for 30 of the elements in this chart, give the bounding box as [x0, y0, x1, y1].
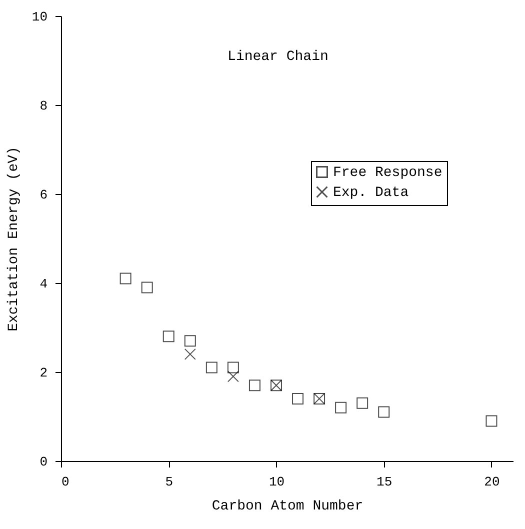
x-tick-label: 0 [62, 474, 70, 490]
x-tick-label: 10 [268, 474, 285, 490]
point [162, 330, 174, 342]
x-tick-label: 5 [165, 474, 174, 490]
point [120, 272, 132, 284]
point [486, 415, 498, 427]
annotation: Linear Chain [228, 49, 328, 65]
point [356, 397, 368, 409]
y-tick-label: 2 [40, 366, 48, 380]
point [292, 392, 304, 404]
point [227, 362, 239, 374]
y-tick-label: 0 [40, 454, 48, 470]
point [378, 406, 390, 418]
point [184, 335, 196, 347]
point [141, 282, 153, 294]
x-tick-label: 15 [376, 474, 392, 490]
y-tick-label: 4 [40, 276, 48, 292]
point [227, 370, 239, 382]
y-tick-label: 6 [40, 188, 48, 202]
x-axis-title: Carbon Atom Number [212, 498, 364, 514]
y-tick-label: 8 [40, 98, 48, 114]
point [335, 402, 347, 414]
y-axis-title: Excitation Energy (eV) [6, 146, 22, 332]
point [248, 380, 260, 392]
point [184, 348, 196, 360]
x-tick-label: 20 [484, 474, 500, 490]
y-tick-label: 10 [32, 10, 48, 24]
legend-label: Exp. Data [333, 185, 409, 201]
legend-label: Free Response [333, 165, 442, 181]
point [206, 362, 218, 374]
